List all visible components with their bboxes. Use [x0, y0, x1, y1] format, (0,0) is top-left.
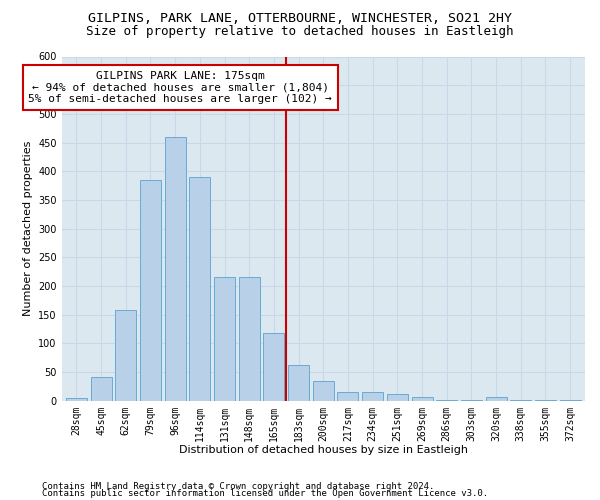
Bar — [91, 376, 112, 400]
Bar — [239, 278, 260, 400]
Text: GILPINS PARK LANE: 175sqm
← 94% of detached houses are smaller (1,804)
5% of sem: GILPINS PARK LANE: 175sqm ← 94% of detac… — [28, 71, 332, 104]
Bar — [337, 392, 358, 400]
Text: GILPINS, PARK LANE, OTTERBOURNE, WINCHESTER, SO21 2HY: GILPINS, PARK LANE, OTTERBOURNE, WINCHES… — [88, 12, 512, 26]
Text: Contains public sector information licensed under the Open Government Licence v3: Contains public sector information licen… — [42, 490, 488, 498]
Bar — [164, 137, 185, 400]
Bar — [190, 177, 211, 400]
Bar — [263, 333, 284, 400]
Bar — [288, 364, 309, 400]
Bar — [412, 398, 433, 400]
X-axis label: Distribution of detached houses by size in Eastleigh: Distribution of detached houses by size … — [179, 445, 468, 455]
Bar — [66, 398, 87, 400]
Bar — [485, 396, 506, 400]
Bar — [115, 310, 136, 400]
Bar — [387, 394, 408, 400]
Bar — [362, 392, 383, 400]
Text: Contains HM Land Registry data © Crown copyright and database right 2024.: Contains HM Land Registry data © Crown c… — [42, 482, 434, 491]
Y-axis label: Number of detached properties: Number of detached properties — [23, 141, 32, 316]
Bar — [140, 180, 161, 400]
Text: Size of property relative to detached houses in Eastleigh: Size of property relative to detached ho… — [86, 25, 514, 38]
Bar — [214, 278, 235, 400]
Bar — [313, 380, 334, 400]
